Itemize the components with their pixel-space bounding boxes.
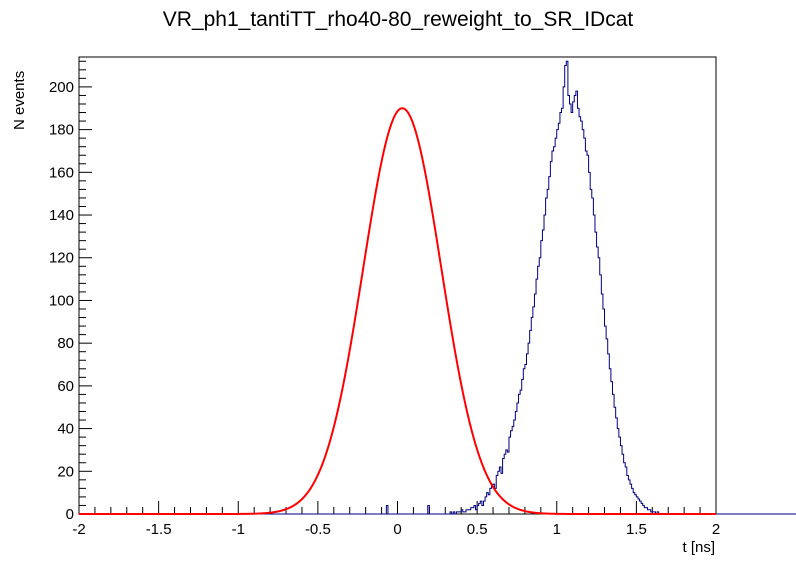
- x-tick-label: -1: [232, 521, 245, 538]
- x-tick-label: -1.5: [146, 521, 172, 538]
- y-tick-label: 20: [57, 463, 74, 480]
- y-tick-label: 100: [49, 292, 74, 309]
- x-tick-label: 0.5: [467, 521, 488, 538]
- x-tick-label: 0: [393, 521, 401, 538]
- x-tick-label: -0.5: [305, 521, 331, 538]
- y-tick-label: 140: [49, 207, 74, 224]
- histogram-series: [79, 60, 796, 515]
- x-axis-title: t [ns]: [682, 539, 715, 556]
- y-tick-label: 180: [49, 122, 74, 139]
- y-tick-label: 160: [49, 164, 74, 181]
- x-tick-label: 1: [553, 521, 561, 538]
- y-tick-label: 60: [57, 378, 74, 395]
- y-tick-label: 40: [57, 421, 74, 438]
- y-tick-label: 80: [57, 335, 74, 352]
- y-tick-label: 0: [66, 506, 74, 523]
- chart-title: VR_ph1_tantiTT_rho40-80_reweight_to_SR_I…: [162, 8, 634, 31]
- y-tick-label: 120: [49, 250, 74, 267]
- x-tick-label: -2: [72, 521, 85, 538]
- y-tick-label: 200: [49, 79, 74, 96]
- y-axis-title: N events: [11, 71, 28, 130]
- x-tick-label: 2: [712, 521, 720, 538]
- fit-curve: [79, 107, 716, 515]
- x-tick-label: 1.5: [626, 521, 647, 538]
